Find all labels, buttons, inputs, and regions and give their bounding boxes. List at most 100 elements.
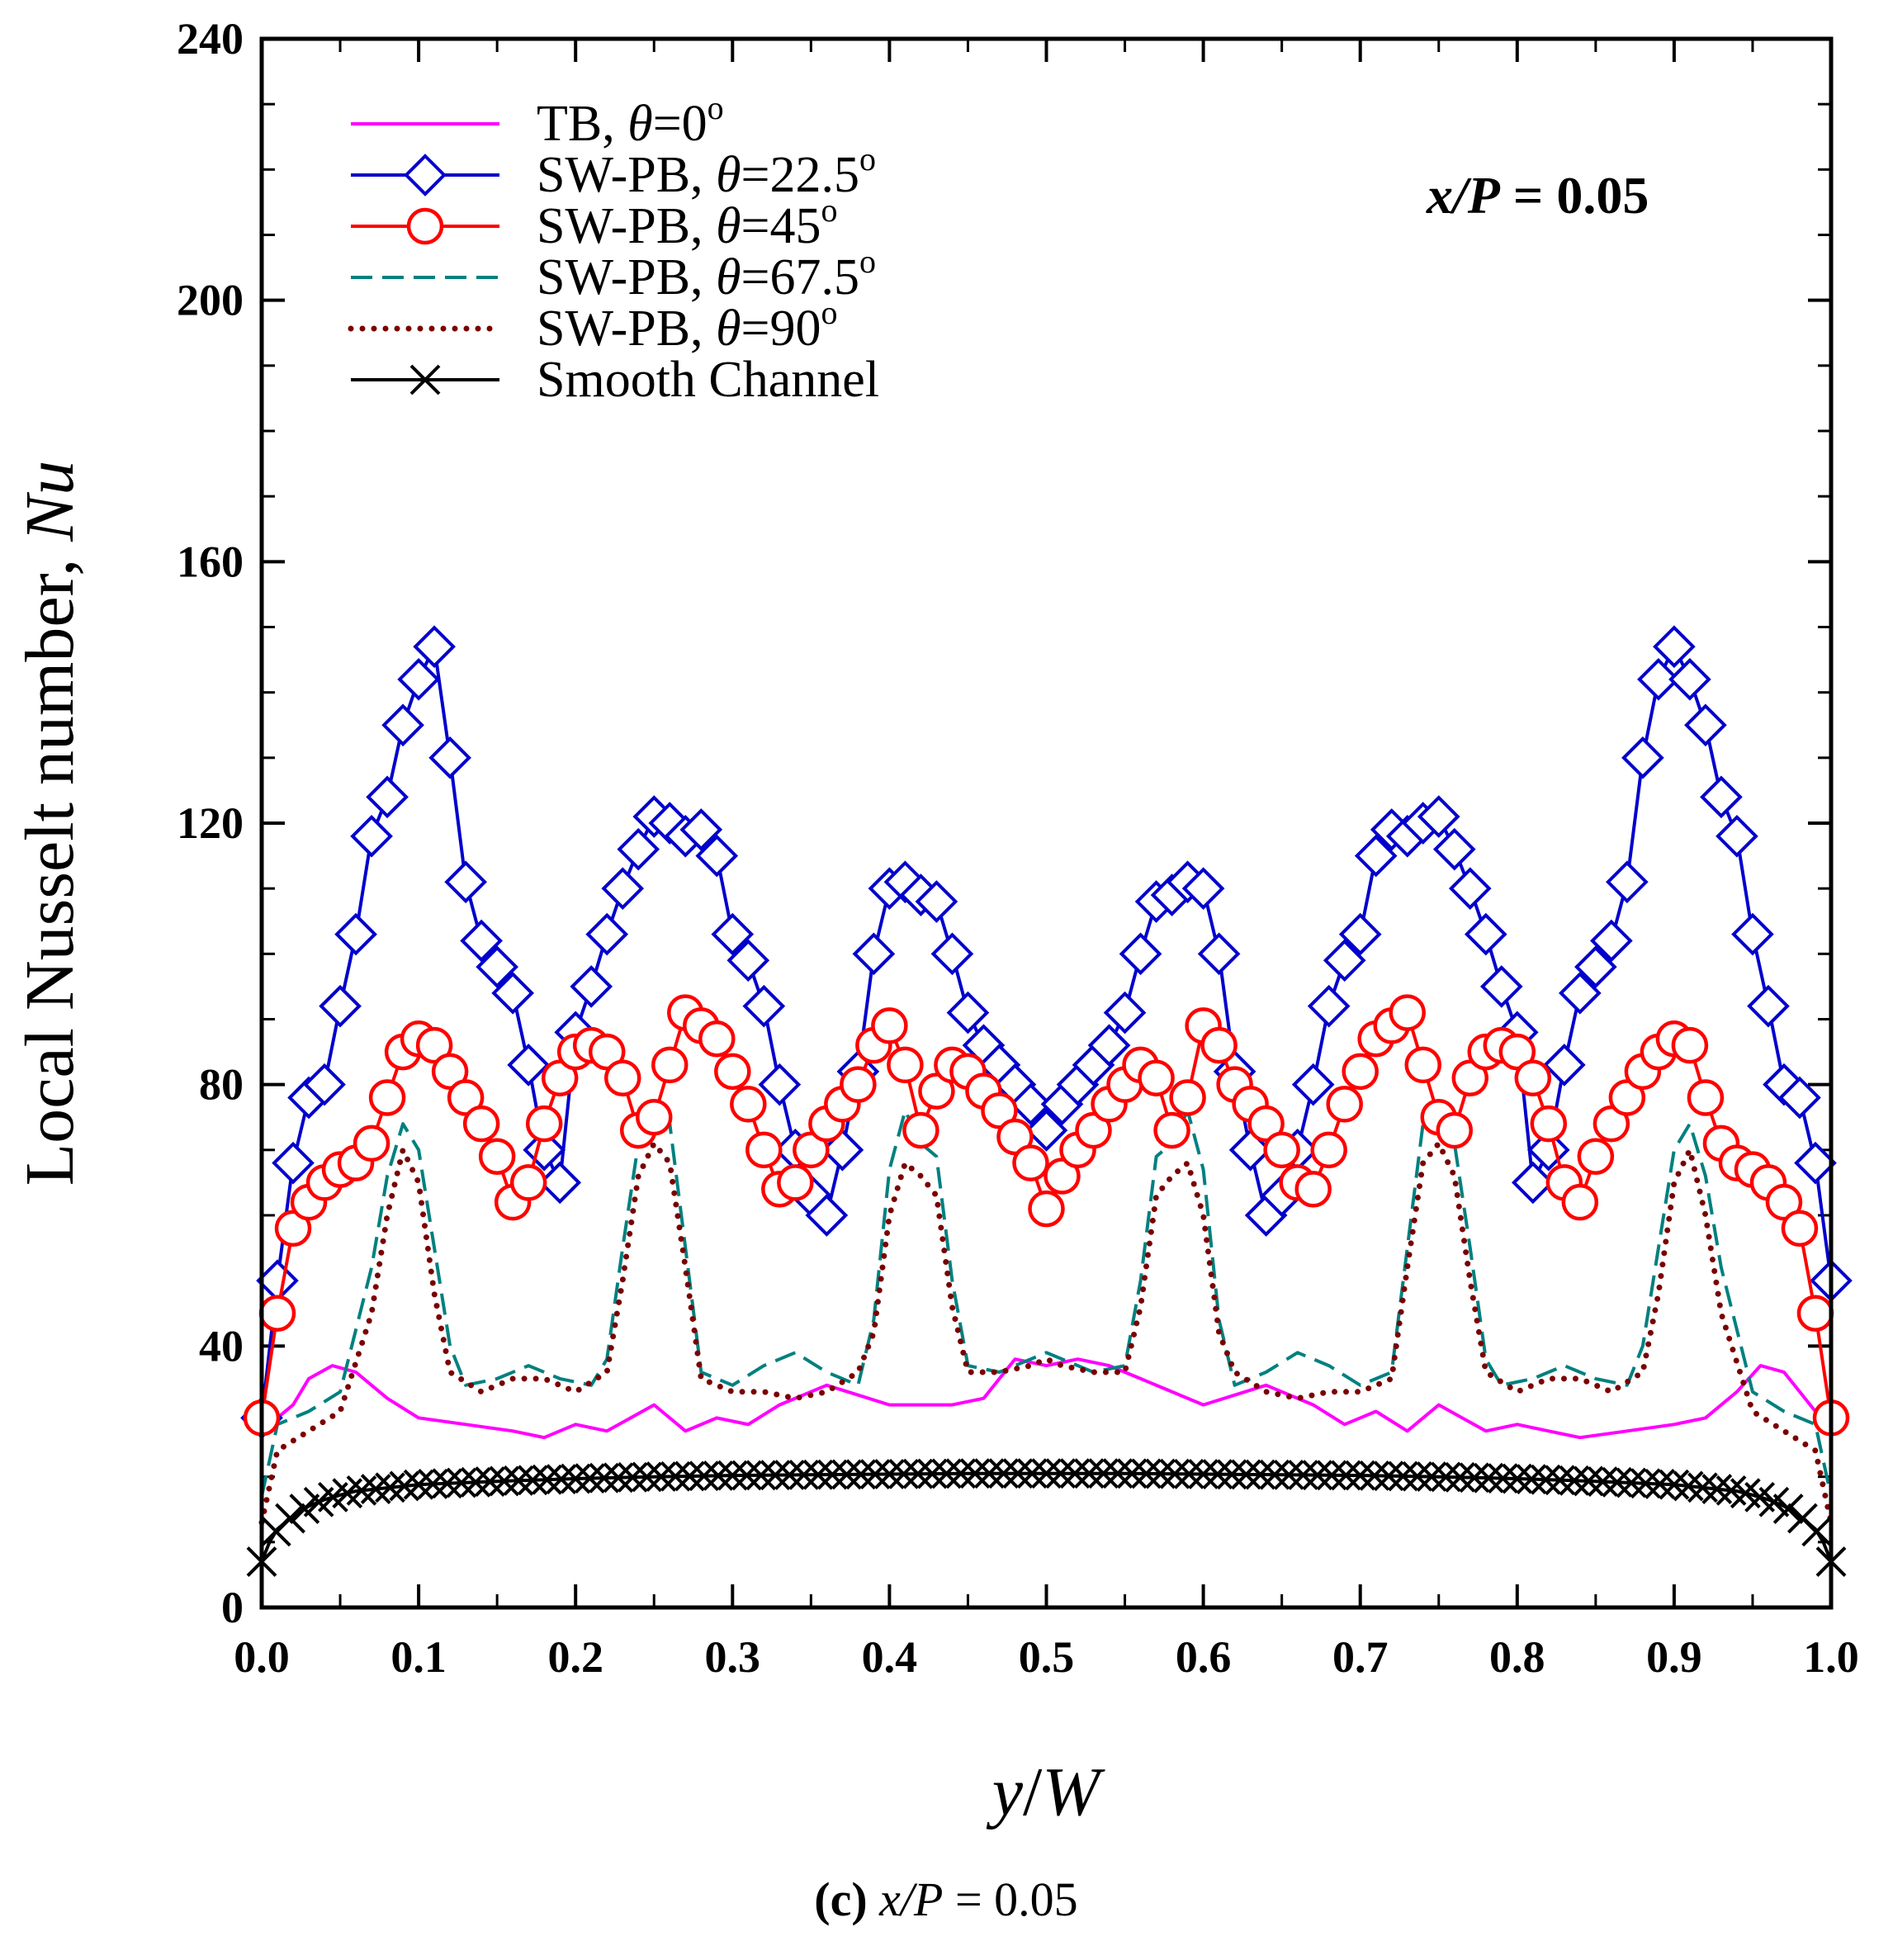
- data-point: [1430, 1461, 1461, 1493]
- data-point: [1488, 1463, 1518, 1494]
- data-point: [446, 1467, 477, 1498]
- data-point: [996, 1118, 1034, 1156]
- data-point: [1087, 1024, 1131, 1067]
- legend-item: SW-PB, θ=22.5o: [351, 140, 876, 203]
- data-point: [1561, 1183, 1599, 1221]
- x-axis-title-den: W: [1042, 1754, 1105, 1830]
- data-point: [946, 991, 990, 1034]
- data-point: [289, 1494, 320, 1524]
- legend-item: SW-PB, θ=90o: [348, 294, 838, 357]
- data-point: [1119, 932, 1162, 976]
- data-point: [1247, 1105, 1285, 1143]
- data-point: [1417, 795, 1460, 838]
- data-point: [689, 1461, 720, 1492]
- data-point: [1228, 1129, 1272, 1172]
- data-point: [1668, 658, 1711, 701]
- x-tick-label: 1.0: [1803, 1632, 1859, 1682]
- data-point: [1763, 1063, 1805, 1106]
- series-line: [262, 1357, 1832, 1440]
- data-point: [651, 1046, 689, 1084]
- data-point: [1778, 1076, 1821, 1120]
- data-point: [588, 1033, 626, 1071]
- data-point: [346, 1475, 377, 1506]
- data-point: [366, 775, 409, 819]
- y-tick-label: 40: [199, 1321, 244, 1371]
- data-point: [517, 1465, 548, 1496]
- data-point: [730, 1086, 767, 1123]
- data-point: [632, 1461, 663, 1493]
- data-point: [698, 1020, 736, 1058]
- data-point: [1464, 912, 1507, 956]
- series-line: [260, 645, 1833, 1418]
- data-point: [1445, 1461, 1476, 1493]
- data-point: [1169, 1079, 1206, 1116]
- data-point: [1448, 867, 1492, 910]
- data-point: [491, 972, 534, 1015]
- data-point: [1577, 1138, 1615, 1175]
- data-point: [1009, 1082, 1053, 1126]
- x-tick-label: 0.6: [1176, 1632, 1232, 1682]
- legend-item: TB, θ=0o: [351, 89, 724, 152]
- data-point: [1659, 1469, 1690, 1500]
- data-point: [915, 880, 958, 923]
- data-point: [1159, 1458, 1190, 1489]
- data-point: [1436, 1111, 1474, 1149]
- x-tick-label: 0.4: [862, 1632, 918, 1682]
- data-point: [1498, 1033, 1536, 1071]
- data-point: [1516, 1464, 1547, 1495]
- series-4: [258, 1140, 1834, 1526]
- data-point: [560, 1463, 591, 1494]
- data-point: [703, 1460, 734, 1491]
- annotation-val: = 0.05: [1500, 166, 1649, 225]
- data-point: [462, 1105, 500, 1143]
- data-point: [1573, 1465, 1604, 1497]
- data-point: [777, 1164, 814, 1201]
- data-point: [601, 867, 645, 910]
- data-point: [1772, 1494, 1804, 1524]
- y-tick-label: 120: [177, 798, 244, 848]
- data-point: [1404, 1046, 1441, 1084]
- data-point: [1263, 1131, 1300, 1169]
- data-point: [1796, 1295, 1834, 1332]
- data-point: [902, 1458, 934, 1489]
- data-point: [1731, 912, 1774, 956]
- data-point: [1781, 1210, 1819, 1247]
- legend-marker: [406, 207, 444, 245]
- legend-label: Smooth Channel: [537, 352, 879, 408]
- data-point: [1543, 1044, 1586, 1087]
- figure-caption: (c) x/P = 0.05: [814, 1872, 1077, 1926]
- data-point: [1259, 1459, 1290, 1490]
- data-point: [1231, 1459, 1261, 1490]
- data-point: [507, 1044, 550, 1087]
- legend-label: TB, θ=0o: [537, 89, 724, 152]
- data-point: [1416, 1461, 1447, 1492]
- data-point: [532, 1464, 563, 1495]
- data-point: [802, 1459, 834, 1490]
- data-point: [1245, 1459, 1276, 1490]
- data-point: [1354, 834, 1398, 878]
- data-point: [570, 965, 613, 1008]
- data-point: [1559, 972, 1602, 1015]
- annotation-var: x/P: [1426, 166, 1501, 225]
- data-point: [1502, 1463, 1533, 1494]
- data-point: [1025, 1109, 1068, 1152]
- data-point: [1073, 1458, 1105, 1489]
- data-point: [1088, 1458, 1119, 1489]
- legend-item: SW-PB, θ=45o: [351, 192, 838, 254]
- x-tick-label: 0.3: [705, 1632, 761, 1682]
- data-point: [636, 1099, 673, 1136]
- data-point: [525, 1105, 563, 1143]
- legend-label: SW-PB, θ=90o: [537, 294, 838, 357]
- data-point: [1326, 1086, 1363, 1123]
- data-point: [816, 1459, 848, 1490]
- data-point: [902, 1111, 939, 1149]
- legend-marker: [404, 154, 447, 196]
- data-point: [444, 860, 487, 904]
- data-point: [1511, 1161, 1555, 1205]
- data-point: [1316, 1460, 1347, 1491]
- x-axis-title-var: y: [986, 1754, 1024, 1830]
- data-point: [887, 1046, 924, 1084]
- data-point: [475, 1466, 505, 1497]
- data-point: [945, 1458, 977, 1489]
